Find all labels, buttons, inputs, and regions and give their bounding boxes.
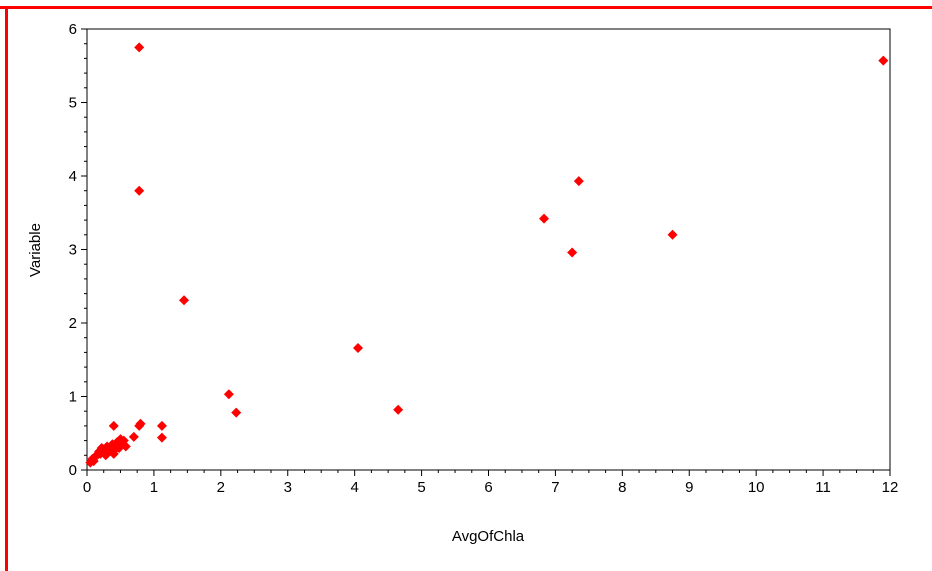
x-tick-label: 3 (284, 479, 292, 496)
y-tick-label: 3 (69, 242, 77, 259)
y-axis-ticks: 0 1 2 3 4 5 6 (69, 21, 87, 479)
x-axis-label: AvgOfChla (452, 528, 525, 545)
data-point (120, 441, 131, 452)
x-tick-label: 11 (815, 479, 831, 496)
x-tick-label: 12 (882, 479, 899, 496)
x-tick-label: 6 (484, 479, 492, 496)
data-point (393, 404, 404, 415)
x-tick-label: 9 (685, 479, 693, 496)
data-point (878, 55, 889, 66)
x-tick-label: 8 (618, 479, 626, 496)
y-tick-label: 6 (69, 21, 77, 38)
data-point (223, 389, 234, 400)
y-tick-label: 5 (69, 95, 77, 112)
data-point (573, 176, 584, 187)
data-point (108, 420, 119, 431)
y-tick-label: 2 (69, 315, 77, 332)
y-tick-label: 1 (69, 389, 77, 406)
data-point (539, 213, 550, 224)
x-tick-label: 2 (217, 479, 225, 496)
frame-left-border (5, 6, 8, 571)
data-point (567, 247, 578, 258)
x-tick-label: 1 (150, 479, 158, 496)
data-point (135, 418, 146, 429)
data-point (667, 229, 678, 240)
plot-area (86, 28, 891, 471)
data-point (134, 42, 145, 53)
y-tick-label: 0 (69, 462, 77, 479)
data-point (156, 432, 167, 443)
frame-top-border (0, 6, 932, 9)
data-point (128, 431, 139, 442)
x-tick-label: 0 (83, 479, 91, 496)
data-point (134, 185, 145, 196)
x-tick-label: 10 (748, 479, 765, 496)
data-points (85, 42, 889, 468)
x-tick-label: 4 (350, 479, 358, 496)
x-axis-ticks: 0 1 2 3 4 5 6 7 8 9 10 11 12 (83, 470, 899, 496)
x-tick-label: 5 (417, 479, 425, 496)
data-point (231, 407, 242, 418)
data-point (156, 420, 167, 431)
y-axis-label: Variable (27, 223, 44, 277)
y-tick-label: 4 (69, 168, 77, 185)
data-point (179, 295, 190, 306)
data-point (353, 342, 364, 353)
x-tick-label: 7 (551, 479, 559, 496)
